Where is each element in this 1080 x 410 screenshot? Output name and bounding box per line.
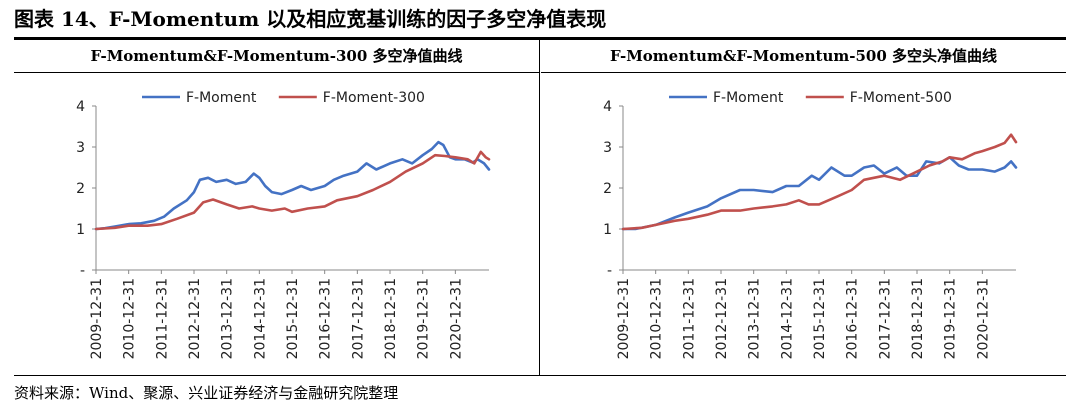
x-tick-label-500: 2015-12-31 bbox=[812, 278, 828, 359]
y-tick-label-300: 2 bbox=[76, 181, 85, 197]
y-tick-label-300: 1 bbox=[76, 222, 85, 238]
series-line-500-2 bbox=[621, 133, 1018, 231]
line-chart-300: - 1 2 3 4 2009-12-31 2010-12-31 2011-12-31 2012-… bbox=[76, 90, 491, 359]
x-tick-label-500: 2013-12-31 bbox=[747, 278, 763, 359]
x-tick-label-300: 2011-12-31 bbox=[154, 278, 170, 359]
x-tick-label-500: 2020-12-31 bbox=[975, 278, 991, 359]
top-rule bbox=[14, 37, 1066, 40]
y-tick-label-300: 3 bbox=[76, 140, 85, 156]
x-tick-label-300: 2017-12-31 bbox=[350, 278, 366, 359]
series-line-500-1 bbox=[621, 156, 1018, 231]
x-tick-label-500: 2017-12-31 bbox=[877, 278, 893, 359]
y-tick-label-500: 2 bbox=[603, 181, 612, 197]
x-tick-label-500: 2014-12-31 bbox=[779, 278, 795, 359]
x-tick-label-300: 2014-12-31 bbox=[252, 278, 268, 359]
legend-label-500-1: F-Moment bbox=[713, 90, 784, 106]
y-tick-label-500: 3 bbox=[603, 140, 612, 156]
x-tick-label-300: 2013-12-31 bbox=[220, 278, 236, 359]
y-tick-label-500: 4 bbox=[603, 99, 612, 115]
chart-title-300: F-Momentum&F-Momentum-300 多空净值曲线 bbox=[90, 47, 463, 65]
panel-divider bbox=[539, 40, 540, 375]
chart-title-500: F-Momentum&F-Momentum-500 多空头净值曲线 bbox=[610, 47, 997, 65]
x-tick-label-500: 2011-12-31 bbox=[681, 278, 697, 359]
x-tick-label-300: 2020-12-31 bbox=[448, 278, 464, 359]
chart-panels: F-Momentum&F-Momentum-300 多空净值曲线 - 1 2 3 4 20… bbox=[14, 40, 1066, 375]
x-tick-label-500: 2009-12-31 bbox=[616, 278, 632, 359]
y-tick-label-500: 1 bbox=[603, 222, 612, 238]
source-note: 资料来源：Wind、聚源、兴业证券经济与金融研究院整理 bbox=[14, 384, 399, 402]
x-tick-label-300: 2019-12-31 bbox=[416, 278, 432, 359]
x-tick-label-500: 2010-12-31 bbox=[649, 278, 665, 359]
y-tick-label-500: - bbox=[607, 263, 612, 279]
legend-label-300-2: F-Moment-300 bbox=[323, 90, 425, 106]
y-tick-label-300: - bbox=[80, 263, 85, 279]
x-tick-label-500: 2016-12-31 bbox=[845, 278, 861, 359]
y-tick-label-300: 4 bbox=[76, 99, 85, 115]
x-tick-label-300: 2018-12-31 bbox=[383, 278, 399, 359]
x-tick-label-300: 2009-12-31 bbox=[89, 278, 105, 359]
series-line-300-1 bbox=[94, 140, 491, 231]
legend-label-500-2: F-Moment-500 bbox=[850, 90, 952, 106]
x-tick-label-500: 2019-12-31 bbox=[943, 278, 959, 359]
x-tick-label-500: 2018-12-31 bbox=[910, 278, 926, 359]
chart-title-rule-300 bbox=[14, 72, 539, 73]
legend-label-300-1: F-Moment bbox=[186, 90, 257, 106]
x-tick-label-300: 2016-12-31 bbox=[318, 278, 334, 359]
chart-panel-500: F-Momentum&F-Momentum-500 多空头净值曲线 - 1 2 3 4 2… bbox=[541, 40, 1066, 375]
chart-title-rule-500 bbox=[541, 72, 1066, 73]
figure-title: 图表 14、F-Momentum 以及相应宽基训练的因子多空净值表现 bbox=[14, 7, 607, 31]
line-chart-500: - 1 2 3 4 2009-12-31 2010-12-31 2011-12-31 2012-… bbox=[603, 90, 1018, 359]
bottom-rule bbox=[14, 375, 1066, 376]
x-tick-label-300: 2015-12-31 bbox=[285, 278, 301, 359]
x-tick-label-300: 2010-12-31 bbox=[122, 278, 138, 359]
series-line-300-2 bbox=[94, 150, 491, 231]
x-tick-label-300: 2012-12-31 bbox=[187, 278, 203, 359]
chart-panel-300: F-Momentum&F-Momentum-300 多空净值曲线 - 1 2 3 4 20… bbox=[14, 40, 539, 375]
x-tick-label-500: 2012-12-31 bbox=[714, 278, 730, 359]
